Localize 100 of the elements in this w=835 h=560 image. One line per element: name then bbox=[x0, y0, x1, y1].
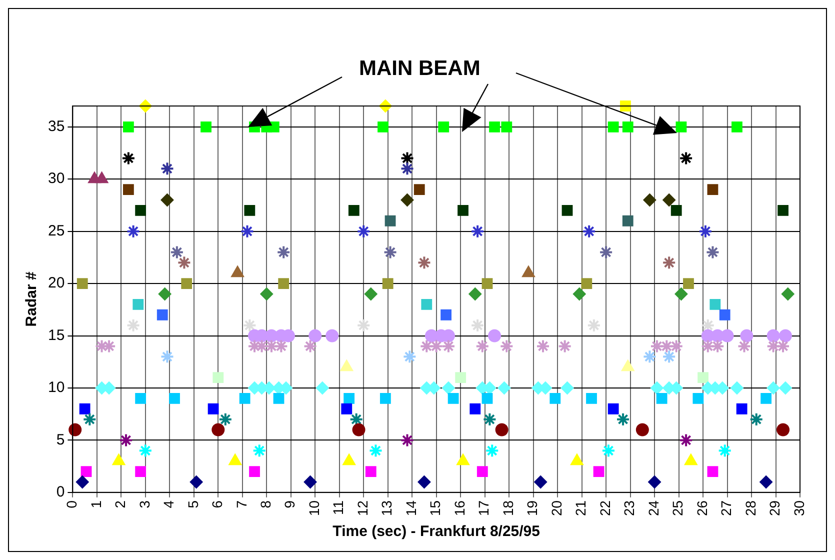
x-tick-label: 28 bbox=[742, 500, 758, 516]
point bbox=[781, 287, 794, 300]
point bbox=[778, 204, 788, 216]
y-tick-label: 25 bbox=[48, 222, 65, 240]
point bbox=[122, 184, 134, 195]
y-tick-label: 35 bbox=[48, 118, 65, 136]
point bbox=[550, 392, 561, 404]
point bbox=[76, 475, 89, 488]
point bbox=[776, 423, 790, 436]
point bbox=[326, 329, 339, 342]
point bbox=[268, 121, 280, 132]
point bbox=[135, 204, 146, 216]
point bbox=[766, 381, 780, 394]
point bbox=[384, 215, 396, 226]
point bbox=[448, 392, 459, 404]
point bbox=[730, 381, 744, 394]
point bbox=[420, 339, 434, 354]
point bbox=[648, 475, 662, 488]
point bbox=[621, 360, 634, 372]
x-tick-label: 15 bbox=[427, 500, 444, 516]
point bbox=[470, 318, 485, 332]
point bbox=[669, 339, 684, 354]
y-tick-label: 5 bbox=[56, 431, 65, 448]
point bbox=[440, 309, 452, 320]
point bbox=[365, 466, 376, 477]
point bbox=[599, 245, 614, 260]
point bbox=[562, 204, 573, 216]
point bbox=[441, 339, 456, 354]
point bbox=[707, 184, 718, 195]
x-tick-label: 29 bbox=[766, 500, 783, 516]
point bbox=[778, 381, 792, 394]
point bbox=[706, 245, 720, 260]
point bbox=[719, 309, 730, 320]
point bbox=[122, 121, 134, 132]
x-tick-label: 2 bbox=[112, 500, 128, 508]
point bbox=[442, 381, 455, 394]
point bbox=[698, 224, 712, 238]
point bbox=[80, 466, 92, 477]
point bbox=[308, 329, 322, 342]
point bbox=[68, 423, 82, 436]
point bbox=[707, 466, 718, 477]
point bbox=[400, 193, 414, 206]
point bbox=[636, 423, 649, 436]
point bbox=[642, 350, 657, 364]
point bbox=[438, 121, 450, 132]
point bbox=[119, 433, 134, 448]
point bbox=[402, 350, 417, 364]
point bbox=[718, 444, 732, 458]
point bbox=[249, 466, 260, 477]
point bbox=[132, 298, 144, 310]
point bbox=[264, 339, 278, 354]
point bbox=[660, 339, 674, 354]
point bbox=[102, 339, 116, 354]
point bbox=[378, 121, 388, 132]
x-tick-label: 20 bbox=[548, 500, 564, 516]
point bbox=[400, 151, 414, 166]
point bbox=[276, 245, 291, 260]
point bbox=[121, 151, 136, 166]
point bbox=[181, 278, 192, 289]
point bbox=[489, 121, 500, 132]
y-axis-title: Radar # bbox=[23, 271, 40, 327]
point bbox=[684, 454, 698, 466]
point bbox=[593, 466, 604, 477]
point bbox=[674, 287, 688, 300]
point bbox=[698, 372, 708, 383]
point bbox=[766, 339, 780, 354]
point bbox=[710, 339, 725, 354]
x-tick-label: 3 bbox=[136, 500, 152, 508]
point bbox=[536, 339, 550, 354]
point bbox=[740, 329, 754, 342]
point bbox=[662, 350, 676, 364]
point bbox=[156, 309, 168, 320]
point bbox=[766, 329, 780, 342]
point bbox=[368, 444, 383, 458]
point bbox=[570, 454, 584, 466]
point bbox=[76, 278, 88, 289]
point bbox=[400, 433, 414, 448]
x-tick-label: 9 bbox=[282, 500, 298, 508]
x-tick-label: 17 bbox=[476, 500, 492, 516]
point bbox=[692, 392, 704, 404]
point bbox=[737, 339, 752, 354]
x-tick-label: 8 bbox=[257, 500, 274, 508]
x-tick-label: 13 bbox=[378, 500, 395, 516]
text: MAIN BEAM bbox=[359, 57, 480, 81]
point bbox=[421, 298, 432, 310]
point bbox=[616, 412, 630, 426]
point bbox=[732, 121, 742, 132]
x-tick-label: 26 bbox=[694, 500, 710, 516]
point bbox=[572, 287, 586, 300]
point bbox=[382, 278, 394, 289]
y-tick-label: 20 bbox=[48, 274, 65, 292]
x-axis-title: Time (sec) - Frankfurt 8/25/95 bbox=[332, 523, 540, 540]
point bbox=[160, 193, 174, 206]
point bbox=[534, 475, 548, 488]
point bbox=[112, 454, 126, 466]
x-tick-label: 4 bbox=[160, 500, 177, 508]
point bbox=[417, 256, 432, 270]
point bbox=[776, 339, 790, 354]
x-tick-label: 18 bbox=[500, 500, 516, 516]
point bbox=[455, 372, 466, 383]
